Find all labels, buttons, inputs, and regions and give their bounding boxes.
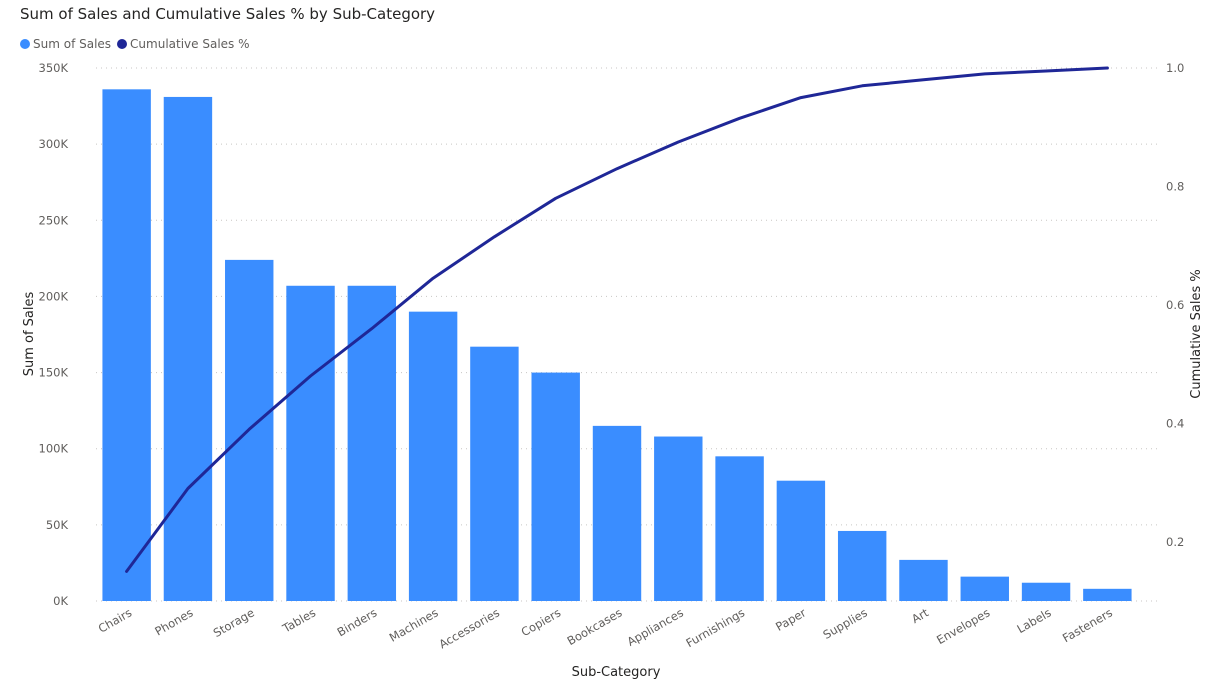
x-tick-label: Art — [909, 605, 931, 626]
cumulative-line-group — [125, 66, 1109, 573]
bar-labels[interactable] — [1021, 582, 1071, 601]
x-tick-label: Binders — [335, 605, 380, 639]
x-tick-label: Tables — [279, 605, 318, 635]
bar-envelopes[interactable] — [960, 576, 1009, 601]
legend-swatch-cumulative — [117, 39, 128, 49]
x-tick-label: Copiers — [519, 605, 564, 639]
bar-binders[interactable] — [347, 285, 397, 601]
x-axis-title: Sub-Category — [572, 665, 661, 680]
bar-paper[interactable] — [776, 480, 826, 601]
bar-machines[interactable] — [408, 311, 458, 601]
x-tick-label: Phones — [152, 605, 195, 638]
y-tick-label: 100K — [39, 442, 69, 456]
x-tick-label: Envelopes — [934, 605, 992, 647]
y-tick-label: 350K — [39, 61, 69, 75]
x-tick-label: Paper — [773, 605, 808, 634]
y-tick-label: 150K — [39, 366, 69, 380]
x-tick-label: Bookcases — [565, 605, 625, 648]
y2-tick-label: 0.6 — [1166, 298, 1184, 312]
y-axis-right: 0.2 0.4 0.6 0.8 1.0 — [1166, 61, 1184, 549]
x-tick-label: Fasteners — [1060, 605, 1115, 645]
x-tick-label: Labels — [1015, 605, 1054, 636]
y-tick-label: 0K — [53, 594, 68, 608]
y-tick-label: 200K — [39, 289, 69, 303]
legend-label-cumulative: Cumulative Sales % — [130, 37, 250, 51]
chart-title: Sum of Sales and Cumulative Sales % by S… — [20, 5, 436, 23]
legend-label-sales: Sum of Sales — [33, 37, 112, 51]
x-tick-label: Storage — [211, 605, 257, 640]
x-tick-label: Chairs — [96, 605, 134, 635]
x-tick-label: Appliances — [625, 605, 686, 648]
bar-supplies[interactable] — [837, 530, 887, 601]
y-axis-title: Sum of Sales — [22, 292, 37, 377]
y2-tick-label: 0.2 — [1166, 535, 1184, 549]
y2-tick-label: 1.0 — [1166, 61, 1184, 75]
x-tick-label: Accessories — [437, 605, 502, 651]
legend-swatch-sales — [20, 39, 30, 49]
bar-art[interactable] — [899, 559, 948, 601]
legend-item-cumulative[interactable]: Cumulative Sales % — [117, 37, 250, 51]
y2-tick-label: 0.8 — [1166, 179, 1184, 193]
x-axis: Chairs Phones Storage Tables Binders Machines… — [96, 605, 1115, 651]
x-tick-label: Machines — [387, 605, 441, 644]
bar-accessories[interactable] — [470, 346, 519, 601]
y2-tick-label: 0.4 — [1166, 416, 1184, 430]
y-tick-label: 50K — [46, 518, 69, 532]
bar-furnishings[interactable] — [715, 456, 764, 601]
y-axis-left: 0K 50K 100K 150K 200K 250K 300K 350K — [39, 61, 69, 608]
y2-axis-title: Cumulative Sales % — [1189, 269, 1204, 398]
bar-fasteners[interactable] — [1083, 588, 1132, 601]
bar-phones[interactable] — [163, 96, 213, 601]
bar-chairs[interactable] — [102, 89, 151, 601]
bar-tables[interactable] — [286, 285, 335, 601]
y-tick-label: 250K — [39, 213, 69, 227]
bar-bookcases[interactable] — [592, 425, 642, 601]
x-tick-label: Furnishings — [683, 605, 747, 650]
bars — [102, 89, 1132, 601]
bar-appliances[interactable] — [654, 436, 703, 601]
y-tick-label: 300K — [39, 137, 69, 151]
bar-copiers[interactable] — [531, 372, 580, 601]
x-tick-label: Supplies — [821, 605, 870, 641]
legend: Sum of Sales Cumulative Sales % — [20, 37, 256, 51]
legend-item-sales[interactable]: Sum of Sales — [20, 37, 111, 51]
cumulative-sales-line[interactable] — [125, 66, 1109, 573]
